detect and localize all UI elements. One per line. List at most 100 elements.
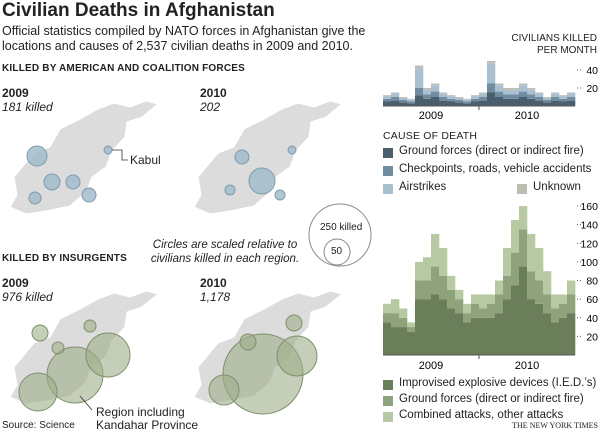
bar-segment: [431, 97, 440, 106]
y-tick-label: 40: [586, 65, 598, 77]
bar-segment: [551, 92, 560, 94]
bar-segment: [447, 308, 456, 355]
bar-segment: [383, 322, 392, 355]
bar-segment: [495, 85, 504, 92]
bar-segment: [455, 97, 464, 98]
bar-segment: [503, 94, 512, 99]
x-group-label: 2010: [515, 110, 539, 122]
bar-segment: [399, 97, 408, 100]
circle: [28, 191, 42, 205]
kandahar-leader: [79, 395, 93, 411]
bar-segment: [511, 94, 520, 99]
legend-swatch: [383, 184, 393, 194]
kabul-leader: [112, 149, 128, 161]
legend-swatch: [383, 166, 393, 176]
bar-segment: [463, 313, 472, 323]
bar-segment: [503, 275, 512, 300]
bar-segment: [527, 299, 536, 355]
bar-segment: [423, 88, 432, 90]
bar-segment: [471, 96, 480, 99]
bar-segment: [447, 275, 456, 290]
circle: [274, 189, 286, 201]
circle: [287, 145, 297, 155]
bar-segment: [439, 247, 448, 276]
bar-segment: [567, 280, 576, 295]
bar-segment: [567, 100, 576, 106]
circle: [208, 374, 240, 406]
bar-segment: [535, 100, 544, 106]
bar-segment: [543, 102, 552, 106]
bar-segment: [391, 100, 400, 106]
bar-segment: [415, 88, 424, 96]
bar-segment: [479, 317, 488, 355]
bar-segment: [567, 294, 576, 314]
bar-segment: [455, 313, 464, 355]
scale-large-label: 250 killed: [320, 222, 363, 233]
bar-segment: [439, 100, 448, 106]
bar-segment: [383, 95, 392, 97]
circle: [65, 174, 81, 190]
bar-segment: [407, 98, 416, 100]
bar-segment: [479, 294, 488, 309]
bar-segment: [439, 299, 448, 355]
bar-segment: [511, 220, 520, 253]
charts: 20 40 2009 2010 20 40 60 80 100 120 140 160 2009 2010: [383, 61, 598, 422]
circle: [103, 145, 113, 155]
bar-segment: [551, 322, 560, 355]
bar-segment: [479, 97, 488, 101]
circle: [285, 314, 303, 332]
bar-segment: [567, 92, 576, 94]
section-heading: KILLED BY AMERICAN AND COALITION FORCES: [2, 63, 245, 74]
circle: [276, 335, 318, 377]
bar-segment: [495, 83, 504, 86]
circle: [234, 149, 250, 165]
bar-segment: [407, 99, 416, 102]
bar-segment: [535, 92, 544, 94]
bar-segment: [399, 308, 408, 318]
bar-segment: [383, 96, 392, 99]
y-tick-label: 20: [586, 83, 598, 95]
bar-segment: [495, 91, 504, 97]
bar-segment: [463, 322, 472, 355]
scale-key: [308, 203, 372, 267]
bar-segment: [423, 98, 432, 106]
legend-label: Ground forces (direct or indirect fire): [399, 393, 584, 405]
source: Source: Science: [2, 420, 75, 431]
legend-swatch: [383, 396, 393, 406]
bar-segment: [527, 89, 536, 95]
map: [193, 100, 343, 215]
bar-segment: [431, 266, 440, 295]
coalition-maps: [9, 100, 343, 215]
bar-segment: [407, 322, 416, 328]
circle: [85, 332, 131, 378]
insurgent-circles: [18, 314, 318, 415]
bar-segment: [519, 266, 528, 355]
bar-segment: [479, 92, 488, 94]
bar-segment: [415, 68, 424, 88]
x-group-label: 2009: [419, 360, 443, 372]
bar-segment: [527, 98, 536, 106]
legend-swatch: [383, 148, 393, 158]
y-axis-label: CIVILIANS KILLED PER MONTH: [511, 33, 597, 56]
circle: [43, 173, 61, 191]
bar-segment: [471, 95, 480, 97]
bar-segment: [463, 98, 472, 100]
bar-segment: [567, 97, 576, 101]
bar-segment: [551, 100, 560, 106]
bar-segment: [423, 94, 432, 99]
bar-segment: [551, 93, 560, 97]
bar-segment: [383, 313, 392, 323]
x-group-label: 2010: [515, 360, 539, 372]
kabul-label: Kabul: [130, 153, 161, 167]
circle: [248, 167, 276, 195]
bar-segment: [431, 85, 440, 92]
bar-segment: [503, 98, 512, 106]
bar-segment: [535, 247, 544, 281]
bar-segment: [383, 101, 392, 106]
bar-segment: [559, 317, 568, 355]
bar-segment: [391, 97, 400, 101]
bar-segment: [471, 294, 480, 304]
bar-segment: [415, 261, 424, 281]
legend-swatch: [383, 412, 393, 422]
